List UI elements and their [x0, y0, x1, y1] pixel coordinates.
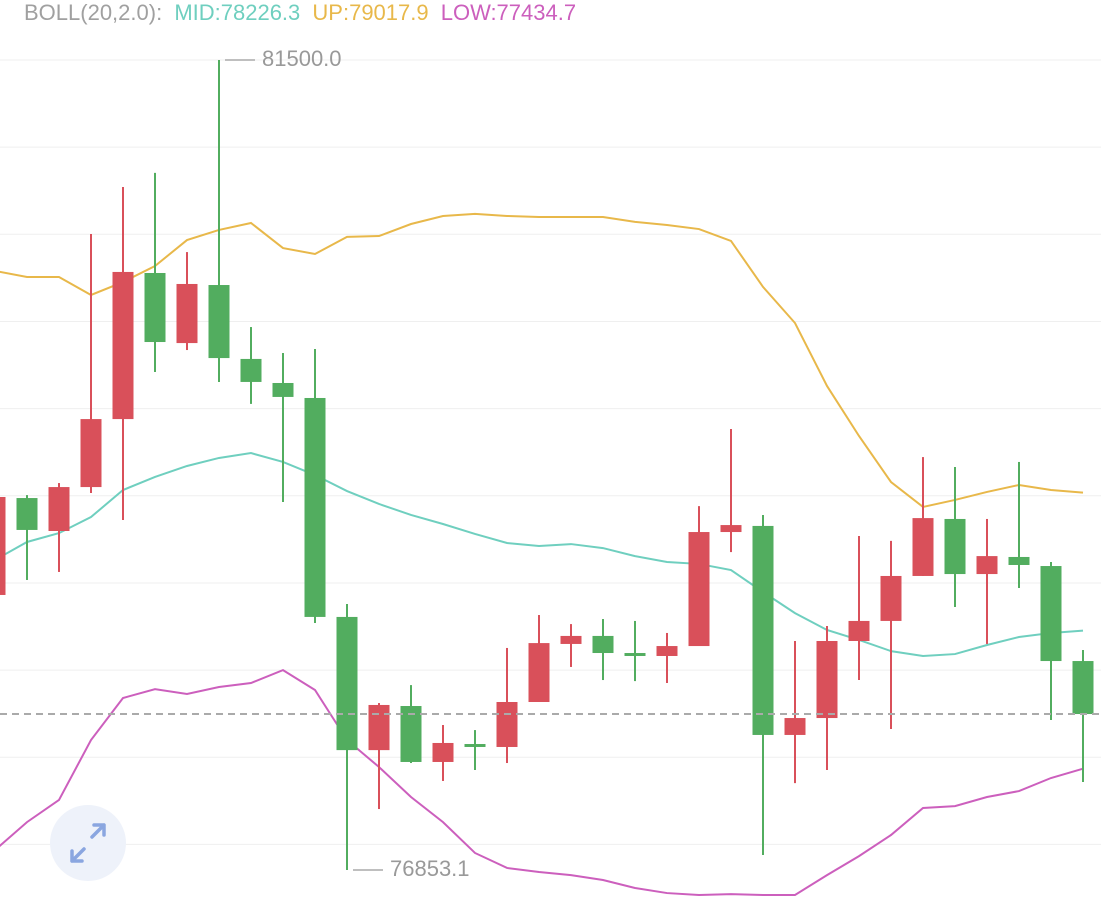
legend-entry: MID:78226.3	[174, 0, 300, 25]
candle-body	[1072, 661, 1094, 715]
candle-body	[624, 653, 646, 656]
candle-body	[848, 620, 870, 641]
band-line	[0, 452, 1084, 657]
candle-body	[496, 702, 518, 747]
candle-body	[944, 518, 966, 575]
candle-body	[336, 616, 358, 751]
candle-body	[592, 635, 614, 654]
candle-body	[0, 496, 6, 595]
bands	[0, 212, 1084, 896]
candle-body	[432, 742, 454, 762]
candles	[0, 59, 1094, 871]
grid	[0, 59, 1101, 845]
annotation-label: 76853.1	[390, 856, 470, 881]
candle-body	[784, 718, 806, 735]
candle-body	[112, 271, 134, 420]
candle-body	[656, 646, 678, 656]
candle-body	[80, 419, 102, 488]
candle-body	[1040, 566, 1062, 662]
legend-entry: UP:79017.9	[312, 0, 428, 25]
candle-body	[1008, 556, 1030, 565]
candle-body	[816, 640, 838, 719]
candle-body	[368, 704, 390, 751]
indicator-label: BOLL(20,2.0):	[24, 0, 162, 25]
candle-body	[976, 556, 998, 575]
candle-body	[560, 635, 582, 644]
legend-entry: LOW:77434.7	[441, 0, 576, 25]
band-line	[0, 668, 1084, 896]
candle-body	[752, 525, 774, 735]
candle-body	[144, 272, 166, 343]
legend: BOLL(20,2.0): MID:78226.3 UP:79017.9 LOW…	[24, 0, 576, 25]
candle-body	[912, 518, 934, 576]
expand-button-bg[interactable]	[50, 805, 126, 881]
annotation-label: 81500.0	[262, 46, 342, 71]
candle-body	[240, 358, 262, 382]
candle-body	[400, 706, 422, 762]
expand-icon[interactable]	[70, 823, 106, 863]
candle-body	[272, 382, 294, 397]
candle-body	[464, 744, 486, 747]
band-line	[0, 212, 1084, 509]
candle-body	[880, 575, 902, 621]
candle-body	[208, 285, 230, 359]
annotations: 81500.0 76853.1	[0, 46, 1101, 881]
candle-body	[720, 525, 742, 533]
candle-body	[48, 487, 70, 531]
candle-body	[16, 498, 38, 530]
expand-button[interactable]	[50, 805, 126, 881]
candle-body	[528, 643, 550, 703]
candle-body	[176, 283, 198, 344]
candle-body	[304, 397, 326, 617]
candle-body	[688, 532, 710, 647]
